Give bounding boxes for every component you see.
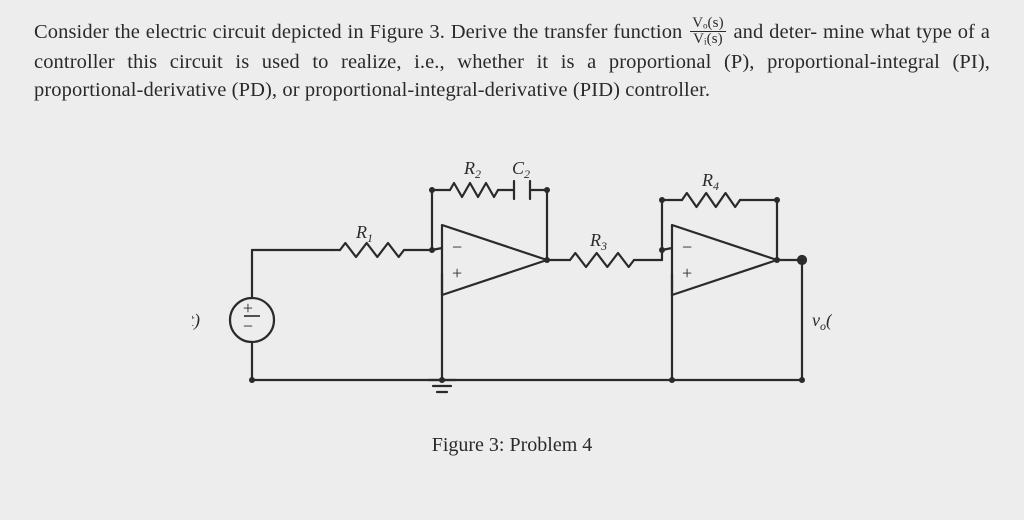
svg-text:+: + <box>452 263 462 283</box>
transfer-function-fraction: Vₒ(s) Vᵢ(s) <box>690 16 725 47</box>
svg-text:−: − <box>452 237 462 257</box>
svg-text:vo(t): vo(t) <box>812 310 832 333</box>
svg-text:+: + <box>682 263 692 283</box>
svg-text:C2: C2 <box>512 158 530 181</box>
line1b: and deter- <box>733 21 817 43</box>
problem-text: Consider the electric circuit depicted i… <box>34 18 990 104</box>
figure-caption: Figure 3: Problem 4 <box>34 434 990 457</box>
svg-text:vi(t): vi(t) <box>192 310 200 333</box>
svg-text:−: − <box>682 237 692 257</box>
svg-text:R1: R1 <box>355 222 373 245</box>
fraction-numerator: Vₒ(s) <box>690 16 725 32</box>
line4: controller. <box>625 79 710 101</box>
svg-text:R3: R3 <box>589 230 607 253</box>
circuit-diagram: +−vi(t)R1R2C2−+R3R4−+vo(t) <box>192 130 832 420</box>
svg-text:R2: R2 <box>463 158 481 181</box>
svg-text:−: − <box>243 316 253 336</box>
svg-text:R4: R4 <box>701 170 719 193</box>
svg-text:+: + <box>243 298 253 318</box>
fraction-denominator: Vᵢ(s) <box>690 32 725 47</box>
line1a: Consider the electric circuit depicted i… <box>34 21 688 43</box>
